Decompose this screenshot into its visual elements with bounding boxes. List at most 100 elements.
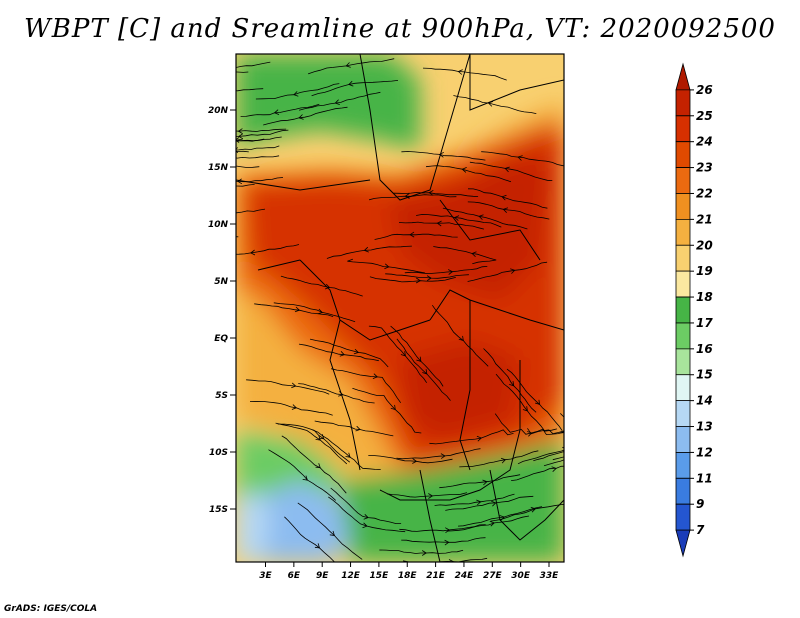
- streamline-arrow: [421, 550, 427, 556]
- streamline: [309, 338, 389, 368]
- streamline: [442, 207, 528, 230]
- streamline-arrow: [224, 65, 228, 70]
- streamline: [236, 138, 243, 141]
- colorbar-label: 19: [696, 264, 713, 278]
- streamline: [236, 244, 300, 255]
- streamline: [307, 58, 395, 75]
- streamline: [328, 496, 406, 533]
- colorbar-segment: [675, 374, 691, 402]
- streamline: [314, 420, 394, 437]
- lat-label: 5N: [214, 277, 228, 287]
- streamline-arrow: [530, 506, 537, 513]
- lon-label: 9E: [316, 571, 329, 581]
- colorbar-segment: [675, 426, 691, 453]
- band-blue-light: [236, 490, 270, 562]
- streamline: [416, 214, 502, 228]
- streamline-arrow: [218, 210, 222, 215]
- streamline-arrow: [422, 369, 428, 375]
- country-borders: [236, 54, 564, 562]
- colorbar-segment: [675, 141, 691, 168]
- streamline-arrow: [355, 425, 361, 432]
- streamline-arrow: [457, 69, 463, 75]
- streamline: [268, 449, 336, 501]
- lon-label: 30E: [511, 571, 531, 581]
- streamline-arrow: [238, 133, 244, 140]
- streamline-arrow: [400, 351, 406, 357]
- streamline: [263, 106, 348, 126]
- streamline-arrow: [231, 155, 235, 160]
- lat-label: 10S: [209, 448, 228, 458]
- streamline-arrow: [315, 463, 321, 469]
- streamline: [240, 103, 320, 117]
- lon-label: 33E: [540, 571, 560, 581]
- streamline-arrow: [317, 308, 323, 315]
- streamline: [386, 492, 468, 498]
- streamline-arrow: [339, 351, 345, 357]
- streamline: [369, 276, 456, 283]
- colorbar-label: 24: [696, 135, 713, 149]
- streamline-arrow: [237, 128, 243, 134]
- streamline-arrow: [527, 431, 533, 437]
- streamline: [297, 502, 363, 560]
- streamline-arrow: [453, 215, 460, 221]
- streamline-arrow: [199, 68, 203, 73]
- colorbar-label: 14: [696, 394, 713, 408]
- streamline: [467, 261, 548, 282]
- streamline: [330, 487, 402, 524]
- colorbar-label: 18: [696, 290, 713, 304]
- streamline: [393, 191, 479, 197]
- streamline: [255, 83, 340, 100]
- streamline: [236, 145, 280, 151]
- streamline-arrow: [200, 145, 204, 150]
- streamline: [280, 275, 363, 297]
- colorbar-segment: [675, 296, 691, 324]
- lat-label: 15N: [208, 163, 229, 173]
- band-25b: [400, 340, 520, 440]
- lon-label: 12E: [341, 571, 361, 581]
- streamline: [494, 413, 564, 436]
- band-green-n: [236, 54, 420, 150]
- colorbar-label: 11: [696, 471, 713, 485]
- lon-label: 27E: [483, 571, 503, 581]
- streamline: [429, 429, 514, 445]
- colorbar-segment: [675, 503, 691, 531]
- streamline-arrow: [329, 530, 335, 536]
- streamline: [404, 266, 488, 275]
- streamline-arrow: [476, 499, 482, 506]
- streamline-arrow: [384, 263, 390, 270]
- streamline: [236, 129, 289, 137]
- lon-label: 6E: [288, 571, 301, 581]
- streamline-arrow: [510, 268, 516, 274]
- streamline: [457, 506, 543, 527]
- colorbar-label: 26: [696, 83, 713, 97]
- streamline-arrow: [291, 404, 298, 410]
- streamline-arrow: [601, 430, 605, 435]
- streamline-arrow: [461, 167, 467, 173]
- colorbar-segment: [675, 477, 691, 505]
- streamline: [543, 459, 564, 467]
- streamline: [447, 515, 530, 532]
- streamline: [445, 495, 534, 511]
- lon-label: 3E: [259, 571, 272, 581]
- streamline-arrow: [504, 166, 510, 173]
- colorbar-label: 12: [696, 445, 713, 459]
- streamline: [433, 246, 497, 265]
- lon-label: 15E: [370, 571, 390, 581]
- streamline: [277, 423, 351, 463]
- colorbar-segment: [675, 62, 691, 91]
- lat-label: EQ: [214, 334, 228, 344]
- streamline-arrow: [291, 382, 297, 389]
- lat-label: 15S: [209, 505, 228, 515]
- streamline-arrow: [236, 137, 240, 143]
- streamline: [399, 524, 486, 532]
- streamline-arrow: [345, 62, 351, 68]
- colorbar-segment: [675, 452, 691, 479]
- streamline: [401, 151, 486, 161]
- band-blue: [255, 480, 350, 562]
- streamline-arrow: [517, 155, 523, 161]
- streamline-arrow: [190, 233, 194, 238]
- streamline: [511, 465, 564, 481]
- streamline-arrow: [534, 399, 541, 405]
- streamline: [236, 61, 271, 68]
- streamline: [311, 80, 399, 97]
